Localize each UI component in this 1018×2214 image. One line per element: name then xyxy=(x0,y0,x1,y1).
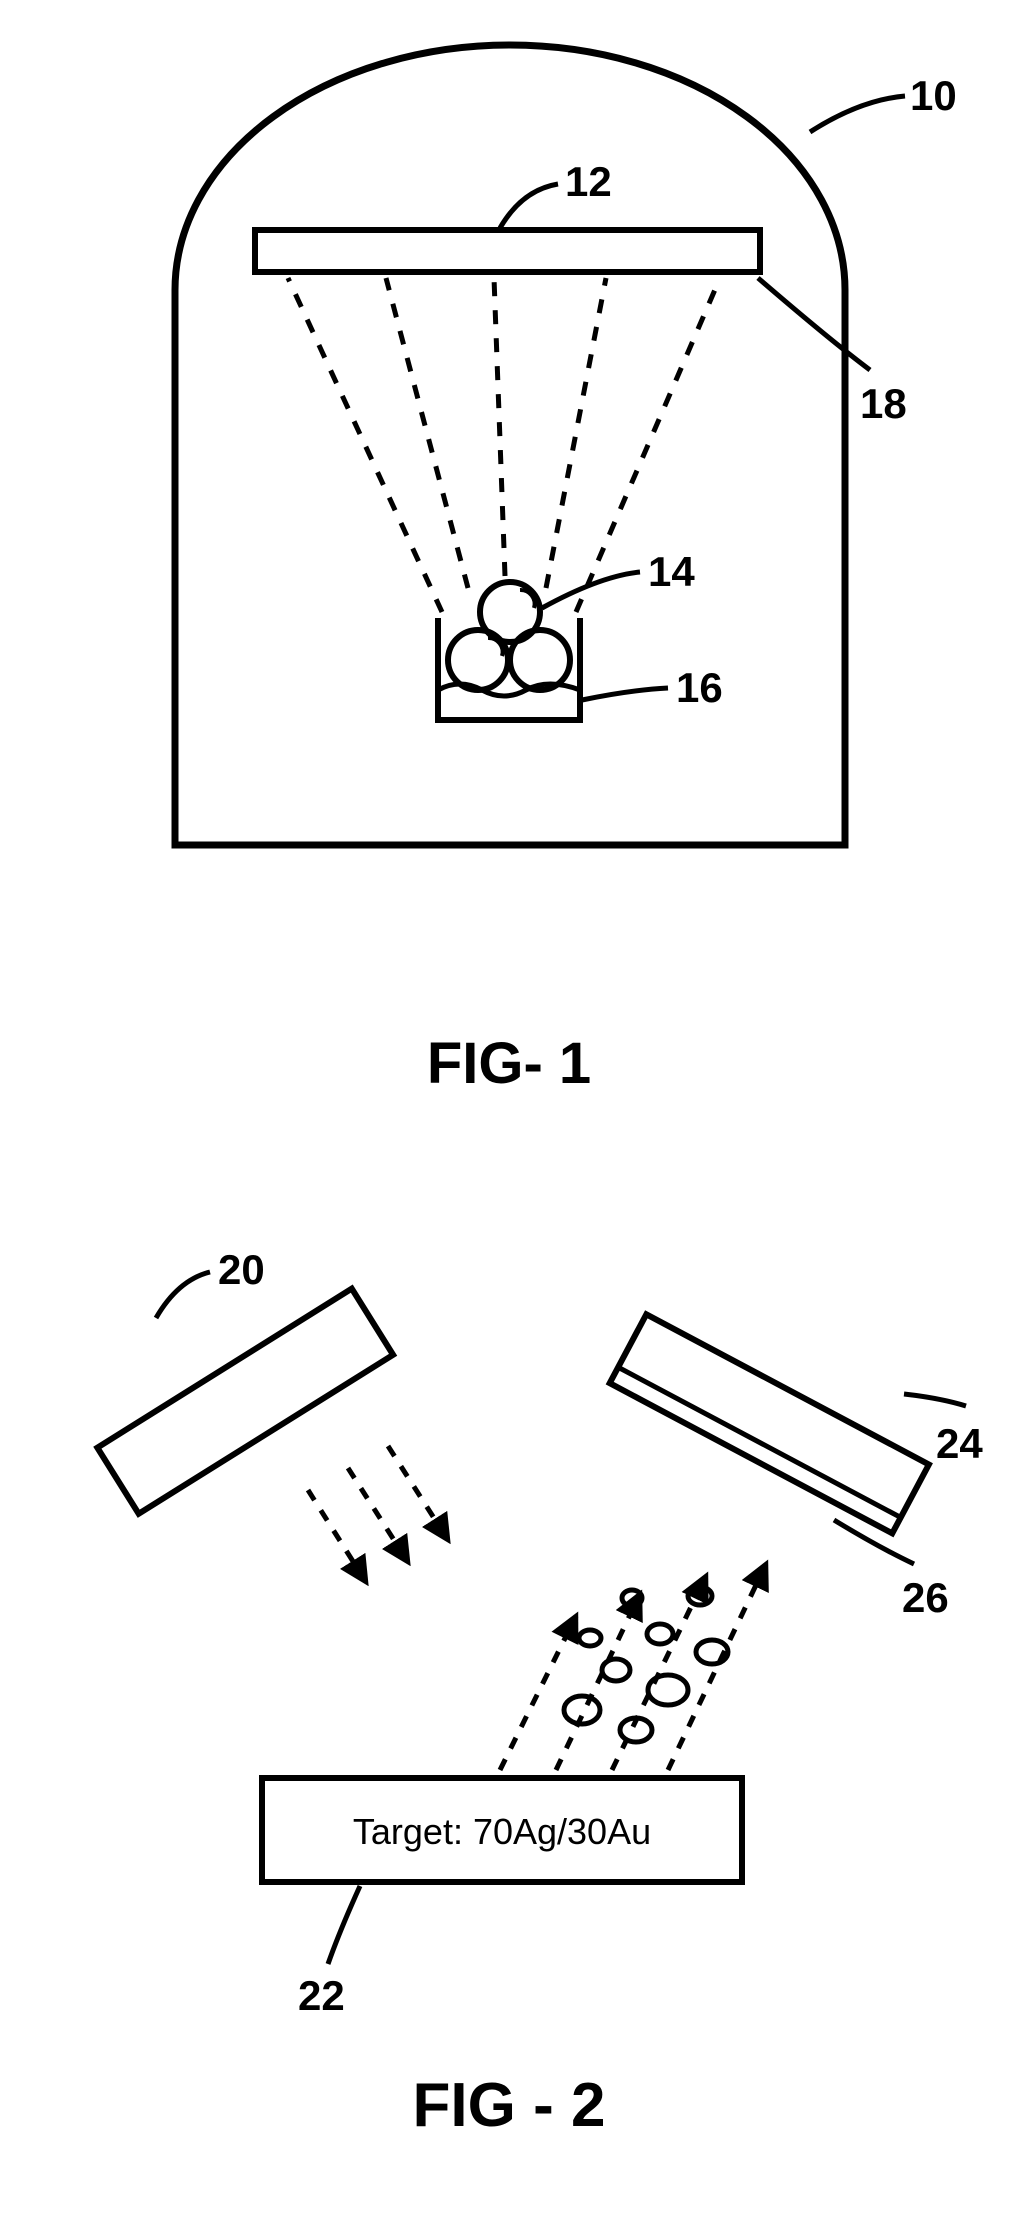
callout-24: 24 xyxy=(936,1420,983,1467)
substrate xyxy=(255,230,760,272)
substrate-group xyxy=(610,1314,929,1533)
figure-2-label: FIG - 2 xyxy=(0,2070,1018,2141)
sputter-arrows xyxy=(500,1564,766,1770)
callout-18-leader xyxy=(758,278,870,370)
gun-beam-arrows xyxy=(308,1446,448,1582)
gun xyxy=(97,1289,393,1514)
substrate-coating-line xyxy=(618,1367,901,1517)
callout-24-leader xyxy=(904,1394,966,1406)
callout-12: 12 xyxy=(565,158,612,205)
callout-20: 20 xyxy=(218,1246,265,1293)
callout-22: 22 xyxy=(298,1972,345,2019)
substrate-2 xyxy=(610,1314,929,1533)
figure-2-container: Target: 70Ag/30Au 20 xyxy=(0,1170,1018,2141)
callout-10-leader xyxy=(810,96,905,132)
gun-group xyxy=(97,1289,393,1514)
chamber-outline xyxy=(175,45,845,845)
callout-14: 14 xyxy=(648,548,695,595)
callout-20-leader xyxy=(156,1272,210,1318)
callout-10: 10 xyxy=(910,72,957,119)
figure-1-container: 10 12 18 14 16 FIG- 1 xyxy=(0,0,1018,1097)
callout-22-leader xyxy=(328,1886,360,1964)
particles xyxy=(564,1587,728,1742)
callout-26: 26 xyxy=(902,1574,949,1621)
figure-1-svg: 10 12 18 14 16 xyxy=(0,0,1018,1020)
figure-2-svg: Target: 70Ag/30Au 20 xyxy=(0,1170,1018,2070)
callout-16-leader xyxy=(582,688,668,700)
callout-16: 16 xyxy=(676,664,723,711)
target-text: Target: 70Ag/30Au xyxy=(353,1811,651,1852)
figure-1-label: FIG- 1 xyxy=(0,1030,1018,1097)
callout-12-leader xyxy=(500,184,558,228)
callout-18: 18 xyxy=(860,380,907,427)
pellet-top xyxy=(480,582,540,642)
